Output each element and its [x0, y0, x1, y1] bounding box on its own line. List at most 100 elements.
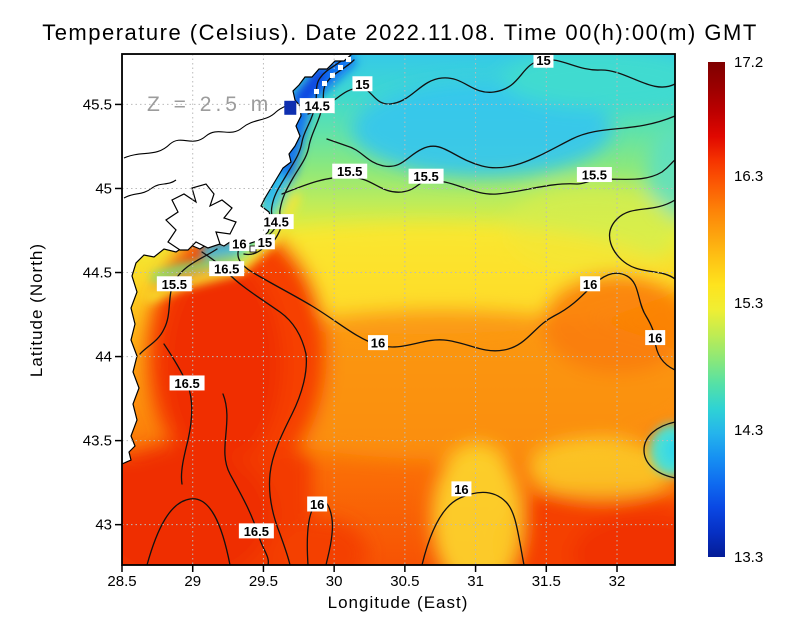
y-tick-label: 44.5 [83, 265, 112, 282]
coast-staircase-cells [314, 57, 351, 94]
contour-label-box [209, 261, 245, 277]
liman-coastline-2 [123, 179, 177, 199]
x-tick-label: 30.5 [390, 573, 419, 590]
contour-16p5-s-curve [222, 393, 269, 565]
contour-label: 14.5 [299, 98, 335, 114]
contour-label: 15.5 [332, 163, 368, 179]
contour-arc-bottom-left [146, 498, 231, 565]
contour-15p5-mid [281, 159, 675, 195]
contour-label-box [580, 276, 601, 292]
contour-16p5-red-boundary [201, 251, 308, 565]
contour-16-finger [306, 500, 334, 565]
depth-annotation: Z = 2.5 m [147, 93, 272, 116]
y-tick-label: 45 [95, 180, 112, 197]
contour-label-text: 14.5 [305, 99, 330, 114]
x-tick-label: 30 [326, 573, 343, 590]
land-mass [122, 54, 353, 465]
contour-label-box [576, 167, 612, 183]
colorbar-labels: 17.2 16.3 15.3 14.3 13.3 [734, 54, 763, 566]
contour-label-text: 15.5 [162, 277, 187, 292]
contour-label-box [299, 98, 335, 114]
contour-label: 15.5 [576, 167, 612, 183]
contour-label-box [169, 375, 205, 391]
plot-border [121, 53, 676, 566]
lagoon-outline [165, 183, 237, 251]
contour-label: 16 [367, 335, 388, 351]
contour-15-return [326, 115, 675, 169]
contour-label-box [156, 276, 192, 292]
contour-label-text: 16 [454, 482, 468, 497]
colorbar-tick-label: 16.3 [734, 168, 763, 185]
contour-label: 15 [533, 52, 554, 68]
contour-label-box [645, 330, 666, 346]
contour-label-text: 16 [232, 236, 246, 251]
station-marker [284, 100, 297, 115]
contour-16-main [237, 228, 675, 371]
contour-label-text: 15.5 [413, 169, 438, 184]
contour-label: 16 [645, 330, 666, 346]
page-title: Temperature (Celsius). Date 2022.11.08. … [42, 20, 758, 45]
y-tick-label: 43.5 [83, 433, 112, 450]
contour-15p5-cold-spot [643, 421, 675, 479]
x-tick-label: 31.5 [532, 573, 561, 590]
contour-label-text: 16 [371, 336, 385, 351]
contour-label-box [307, 496, 328, 512]
contour-label-box [352, 76, 373, 92]
contour-label: 16 [229, 235, 250, 251]
y-axis-title: Latitude (North) [27, 243, 46, 377]
colorbar-tick-label: 13.3 [734, 549, 763, 566]
land [122, 54, 353, 465]
contour-label: 16 [307, 496, 328, 512]
contour-label-text: 15.5 [582, 168, 607, 183]
contour-label-text: 16 [310, 497, 324, 512]
contour-label-text: 16.5 [174, 376, 199, 391]
contour-label-text: 16 [648, 331, 662, 346]
contour-labels: 15 14.5 15 14.5 16 15 16.5 15.5 15.5 15.5 15.5 16 16… [156, 52, 666, 539]
contour-label: 15 [254, 234, 275, 250]
contour-label-box [238, 523, 274, 539]
y-tick-label: 45.5 [83, 96, 112, 113]
contour-label-box [258, 214, 294, 230]
contour-label: 14.5 [258, 214, 294, 230]
x-axis-title: Longitude (East) [328, 593, 469, 612]
colorbar-tick-label: 17.2 [734, 54, 763, 71]
x-tick-label: 28.5 [107, 573, 136, 590]
contour-label-box [229, 235, 250, 251]
contour-label: 15.5 [156, 276, 192, 292]
contour-label: 16 [451, 481, 472, 497]
contour-label-text: 15 [355, 77, 369, 92]
contour-label-text: 16 [583, 277, 597, 292]
x-tick-label: 32 [609, 573, 626, 590]
contour-label: 16.5 [169, 375, 205, 391]
colorbar [708, 62, 725, 557]
x-tick-label: 31 [467, 573, 484, 590]
temperature-contours [139, 55, 675, 565]
contour-label-box [451, 481, 472, 497]
contour-label: 16 [580, 276, 601, 292]
y-axis-ticks: 45.5 45 44.5 44 43.5 43 [83, 96, 122, 534]
contour-16-yellow-tongue [421, 491, 525, 565]
map-area [122, 54, 675, 565]
contour-label-text: 15 [536, 53, 550, 68]
x-tick-label: 29 [184, 573, 201, 590]
x-axis-ticks: 28.5 29 29.5 30 30.5 31 31.5 32 [107, 565, 625, 590]
y-tick-label: 43 [95, 517, 112, 534]
contour-15p5-coast [139, 248, 218, 355]
contour-label: 15.5 [408, 168, 444, 184]
contour-label: 16.5 [209, 261, 245, 277]
liman-coastline [123, 103, 291, 159]
contour-label-box [332, 163, 368, 179]
contour-label-box [367, 335, 388, 351]
contour-label-box [408, 168, 444, 184]
y-tick-label: 44 [95, 349, 112, 366]
contour-label-text: 16.5 [244, 524, 269, 539]
contour-label-text: 14.5 [264, 215, 289, 230]
contour-label-text: 15 [258, 235, 272, 250]
contour-15p5-right-loop [608, 199, 675, 280]
contour-label-text: 16.5 [214, 262, 239, 277]
contour-label-box [533, 52, 554, 68]
contour-label: 15 [352, 76, 373, 92]
contour-label-text: 15.5 [337, 164, 362, 179]
